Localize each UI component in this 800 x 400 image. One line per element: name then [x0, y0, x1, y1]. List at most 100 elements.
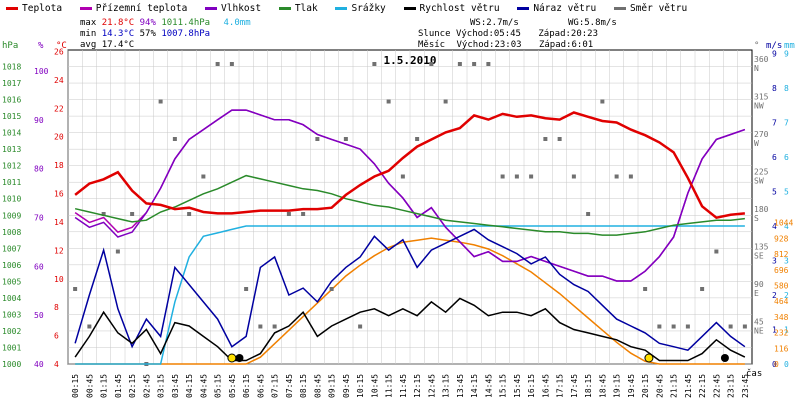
axis-tick-mm: 3	[784, 256, 789, 265]
axis-tick-temp: 4	[54, 360, 59, 369]
axis-tick-wm2: 1044	[774, 219, 793, 228]
axis-tick-ms: 3	[772, 256, 777, 265]
x-tick-label: 05:15	[214, 374, 223, 398]
axis-tick-ms: 7	[772, 118, 777, 127]
legend-item-naraz-vetru: Náraz větru	[517, 3, 596, 14]
moonset-marker-icon	[235, 354, 244, 362]
x-tick-label: 15:45	[513, 374, 522, 398]
series-point-smer-vetru	[158, 99, 163, 104]
stats-avg-row: avg 17.4°C	[80, 40, 135, 50]
axis-tick-hpa: 1015	[2, 112, 21, 121]
sunset-marker-icon	[644, 353, 654, 363]
axis-tick-wm2: 464	[774, 297, 789, 306]
axis-tick-pct: 50	[34, 311, 44, 320]
x-tick-label: 13:15	[442, 374, 451, 398]
axis-tick-wm2: 0	[774, 360, 779, 369]
series-point-smer-vetru	[728, 324, 733, 329]
legend-item-srazky: Srážky	[335, 3, 386, 14]
axis-unit-dir: °	[754, 41, 759, 51]
axis-tick-hpa: 1010	[2, 195, 21, 204]
x-tick-label: 17:45	[570, 374, 579, 398]
x-tick-label: 06:45	[256, 374, 265, 398]
series-point-smer-vetru	[229, 62, 234, 66]
x-tick-label: 11:15	[385, 374, 394, 398]
x-tick-label: 14:15	[470, 374, 479, 398]
series-point-smer-vetru	[343, 137, 348, 141]
axis-tick-hpa: 1009	[2, 211, 21, 220]
x-tick-label: 10:45	[370, 374, 379, 398]
x-tick-label: 04:45	[199, 374, 208, 398]
series-point-smer-vetru	[372, 62, 377, 66]
x-tick-label: 20:45	[655, 374, 664, 398]
axis-tick-mm: 9	[784, 49, 789, 58]
wind-summary-ws: WS:2.7m/s	[470, 18, 519, 28]
series-rychlost-v-tru-line	[74, 297, 746, 362]
axis-tick-pct: 100	[34, 67, 49, 76]
axis-tick-temp: 26	[54, 47, 64, 56]
x-tick-label: 14:45	[484, 374, 493, 398]
axis-tick-hpa: 1001	[2, 343, 21, 352]
x-tick-label: 08:15	[299, 374, 308, 398]
axis-tick-ms: 4	[772, 222, 777, 231]
axis-tick-dir-label: W	[754, 139, 759, 148]
series-sr-ky-line	[75, 225, 745, 365]
axis-tick-dir-label: SW	[754, 177, 764, 186]
legend-item-tlak: Tlak	[278, 3, 318, 14]
series-point-smer-vetru	[586, 212, 591, 216]
axis-tick-ms: 8	[772, 84, 777, 93]
series-vlhkost-line	[74, 109, 746, 282]
axis-tick-dir: 180	[754, 205, 769, 214]
axis-tick-dir: 135	[754, 243, 769, 252]
series-point-smer-vetru	[172, 137, 177, 141]
series-point-smer-vetru	[130, 212, 135, 216]
moon-times-row: Měsíc Východ:23:03 Západ:6:01	[418, 40, 594, 50]
x-tick-label: 02:15	[128, 374, 137, 398]
x-tick-label: 22:45	[712, 374, 721, 398]
x-tick-label: 15:15	[499, 374, 508, 398]
series-point-smer-vetru	[73, 287, 78, 291]
axis-tick-temp: 24	[54, 76, 64, 85]
series-point-smer-vetru	[671, 324, 676, 329]
axis-tick-pct: 80	[34, 165, 44, 174]
series-point-smer-vetru	[529, 174, 534, 179]
series-point-smer-vetru	[301, 212, 306, 216]
axis-tick-hpa: 1002	[2, 327, 21, 336]
series-point-smer-vetru	[258, 324, 263, 329]
x-tick-label: 18:15	[584, 374, 593, 398]
x-tick-label: 12:45	[427, 374, 436, 398]
x-tick-label: 16:15	[527, 374, 536, 398]
x-tick-label: 07:15	[271, 374, 280, 398]
x-tick-label: 20:15	[641, 374, 650, 398]
axis-tick-ms: 9	[772, 49, 777, 58]
axis-tick-wm2: 812	[774, 250, 789, 259]
axis-tick-dir-label: NE	[754, 327, 764, 336]
legend-item-smer-vetru: Směr větru	[613, 3, 687, 14]
axis-tick-ms: 6	[772, 153, 777, 162]
wind-summary-wg: WG:5.8m/s	[568, 18, 617, 28]
axis-tick-temp: 6	[54, 332, 59, 341]
series-point-smer-vetru	[643, 287, 648, 291]
axis-tick-dir: 225	[754, 168, 769, 177]
series-point-smer-vetru	[543, 137, 548, 141]
axis-tick-wm2: 928	[774, 234, 789, 243]
axis-unit-pct: %	[38, 41, 44, 51]
series-point-smer-vetru	[614, 174, 619, 179]
axis-tick-dir: 360	[754, 55, 769, 64]
x-tick-label: 23:45	[741, 374, 750, 398]
axis-tick-dir: 270	[754, 130, 769, 139]
x-tick-label: 21:15	[670, 374, 679, 398]
axis-tick-mm: 2	[784, 291, 789, 300]
series-point-smer-vetru	[600, 99, 605, 104]
axis-tick-wm2: 348	[774, 313, 789, 322]
legend-item-prizemni-teplota: Přízemní teplota	[79, 3, 187, 14]
sunrise-marker-icon	[227, 353, 237, 363]
series-n-raz-v-tru-line	[74, 228, 746, 352]
x-tick-label: 17:15	[556, 374, 565, 398]
legend-item-teplota: Teplota	[6, 3, 62, 14]
legend-row: Teplota Přízemní teplota Vlhkost Tlak Sr…	[6, 3, 687, 14]
axis-tick-temp: 18	[54, 161, 64, 170]
axis-tick-dir-label: E	[754, 289, 759, 298]
x-axis-label: čas	[746, 368, 762, 379]
axis-tick-temp: 10	[54, 275, 64, 284]
axis-tick-wm2: 580	[774, 282, 789, 291]
